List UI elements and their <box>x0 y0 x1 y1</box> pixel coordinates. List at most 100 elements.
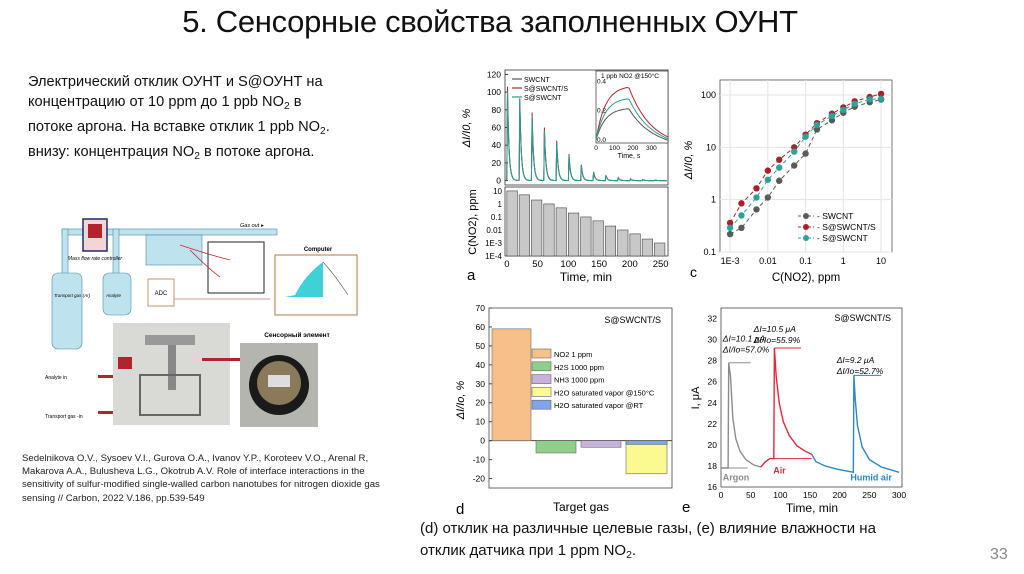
mfc-indicator <box>88 224 102 238</box>
legend-swatch <box>531 374 552 384</box>
y-tick-label: 10 <box>706 142 716 152</box>
data-point-S@SWCNT/S <box>753 185 760 192</box>
y-tick-label: 100 <box>701 90 716 100</box>
annotation-delta-i: ΔI=10.5 μA <box>753 324 797 334</box>
y-tick-label: 0.1 <box>491 213 503 222</box>
x-axis-label: Target gas <box>553 500 609 514</box>
data-point-S@SWCNT <box>828 112 836 120</box>
legend-label: NH3 1000 ppm <box>554 376 604 385</box>
y-tick-label: 24 <box>708 398 718 408</box>
x-tick-label: 100 <box>560 259 576 270</box>
segment-label: Argon <box>723 473 750 483</box>
y-axis-label: ΔI/I0, % <box>683 141 695 181</box>
analyte-label: Analyte <box>105 293 122 298</box>
inset-x-tick-label: 0 <box>594 145 598 152</box>
y-tick-label: 28 <box>708 356 718 366</box>
y-axis-label: ΔI/Io, % <box>455 381 467 421</box>
legend-label: H2O saturated vapor @150°C <box>554 388 655 397</box>
data-point-S@SWCNT <box>738 212 745 219</box>
x-tick-label: 0.01 <box>759 256 777 266</box>
concentration-bar <box>604 225 617 257</box>
intro-line: потоке аргона. На вставке отклик 1 ppb N… <box>28 119 320 135</box>
concentration-bar <box>543 203 555 257</box>
caption-line: (d) отклик на различные целевые газы, (e… <box>420 520 876 537</box>
data-point-S@SWCNT <box>791 148 798 155</box>
legend-swatch <box>531 387 552 397</box>
slide-title: 5. Сенсорные свойства заполненных ОУНТ <box>182 4 798 39</box>
sensor-element-label: Сенсорный элемент <box>264 331 330 339</box>
adc-label: ADC <box>155 291 168 297</box>
legend-label: H2S 1000 ppm <box>554 363 604 372</box>
concentration-bar <box>617 229 629 257</box>
y-tick-label: 20 <box>492 158 502 168</box>
y-tick-label: 1 <box>498 200 503 209</box>
intro-line: в потоке аргона. <box>199 144 315 160</box>
mfc-label: Mass flow rate controller <box>68 256 123 262</box>
intro-line: Электрический отклик ОУНТ и S@ОУНТ на <box>28 74 323 90</box>
x-tick-label: 150 <box>591 259 607 270</box>
legend-label: S@SWCNT/S <box>524 86 568 93</box>
curve-Argon <box>721 362 761 469</box>
computer-plot-area <box>285 262 323 297</box>
subscript: 2 <box>194 151 200 162</box>
x-tick-label: 0 <box>719 490 724 500</box>
y-tick-label: 1E-4 <box>485 252 502 261</box>
x-axis-label: Time, min <box>786 501 838 515</box>
legend-swatch <box>531 361 552 372</box>
y-tick-label: -10 <box>473 455 486 465</box>
y-tick-label: 30 <box>708 335 718 345</box>
data-point-SWCNT <box>764 194 772 201</box>
segment-label: Humid air <box>850 473 892 483</box>
intro-line: внизу: концентрация NO <box>28 144 195 160</box>
bar-H2O saturated vapor @RT <box>625 440 668 445</box>
x-axis-label: C(NO2), ppm <box>772 272 840 284</box>
y-tick-label: 32 <box>708 314 718 324</box>
inset-line-S@SWCNT/S <box>595 86 669 141</box>
y-tick-label: 60 <box>492 123 502 133</box>
data-point-S@SWCNT <box>775 164 783 171</box>
legend-marker <box>803 224 809 230</box>
legend-label: - S@SWCNT <box>817 233 868 243</box>
inset-line-S@SWCNT <box>595 98 669 141</box>
inset-x-tick-label: 100 <box>609 145 620 152</box>
x-axis-label: Time, min <box>560 270 612 284</box>
transport-gas-label: Transport gas (Ar) <box>54 293 91 298</box>
x-tick-label: 200 <box>622 259 638 270</box>
y-axis-label: I, μA <box>690 386 702 410</box>
y-tick-label: 10 <box>476 417 486 427</box>
data-point-S@SWCNT/S <box>738 200 745 207</box>
y-tick-label: 22 <box>708 419 718 429</box>
x-tick-label: 100 <box>773 490 787 500</box>
data-point-S@SWCNT/S <box>775 156 783 163</box>
annotation-relative: ΔI/Io=52.7% <box>836 366 884 376</box>
y-tick-label: 100 <box>487 87 501 97</box>
intro-text: Электрический отклик ОУНТ и S@ОУНТ на ко… <box>28 72 388 167</box>
series-line-S@SWCNT <box>506 92 667 182</box>
transport-gas-in-label: Transport gas -in <box>45 414 83 420</box>
y-tick-label: 20 <box>476 398 486 408</box>
panel-label: a <box>467 267 476 284</box>
inset-x-label: Time, s <box>618 153 641 160</box>
panel-label: c <box>690 264 697 280</box>
y-tick-label: 0.01 <box>486 226 502 235</box>
caption: (d) отклик на различные целевые газы, (e… <box>420 518 1020 566</box>
plot-frame <box>720 307 903 488</box>
bar-NH3 1000 ppm <box>580 440 622 448</box>
y-tick-label: 20 <box>708 440 718 450</box>
chart-title: S@SWCNT/S <box>834 313 891 323</box>
legend-label: S@SWCNT <box>524 95 562 102</box>
annotation-delta-i: ΔI=9.2 μA <box>836 355 875 365</box>
x-tick-label: 250 <box>862 490 876 500</box>
y-tick-label: 30 <box>476 379 486 389</box>
data-point-SWCNT <box>775 177 783 184</box>
sensor-chamber <box>145 234 203 266</box>
legend-label: - S@SWCNT/S <box>817 222 876 232</box>
legend-marker <box>803 235 809 241</box>
concentration-bar <box>506 190 518 257</box>
y-tick-label: 40 <box>476 360 486 370</box>
intro-line: концентрацию от 10 ppm до 1 ppb NO <box>28 94 284 110</box>
analyte-cylinder <box>102 272 132 316</box>
panel-label: e <box>682 499 690 516</box>
concentration-bar <box>592 220 604 257</box>
x-tick-label: 150 <box>803 490 817 500</box>
